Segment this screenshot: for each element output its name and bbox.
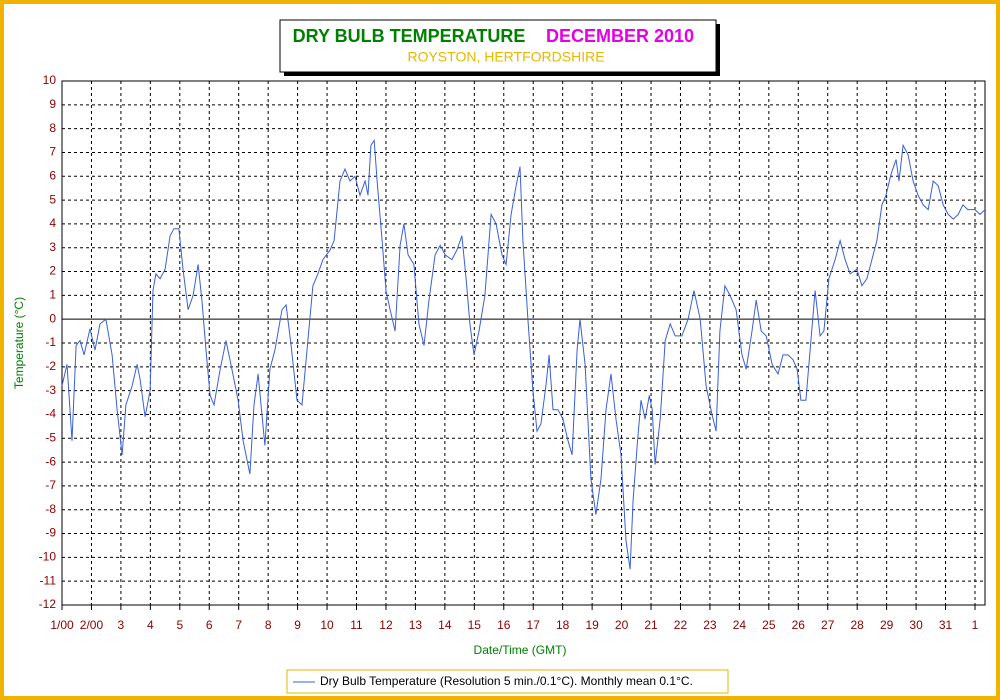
x-tick-label: 8 [265, 618, 272, 632]
legend-label: Dry Bulb Temperature (Resolution 5 min./… [320, 674, 693, 688]
y-tick-label: -3 [45, 383, 56, 397]
x-tick-label: 18 [556, 618, 570, 632]
x-tick-label: 6 [206, 618, 213, 632]
y-tick-label: 0 [49, 311, 56, 325]
x-tick-label: 31 [939, 618, 953, 632]
x-tick-label: 1/00 [50, 618, 74, 632]
x-tick-label: 24 [733, 618, 747, 632]
x-tick-label: 26 [792, 618, 806, 632]
y-tick-label: -4 [45, 407, 56, 421]
y-tick-label: 5 [49, 192, 56, 206]
y-tick-label: -8 [45, 502, 56, 516]
y-tick-label: 2 [49, 264, 56, 278]
x-tick-label: 19 [585, 618, 599, 632]
y-tick-label: -11 [40, 573, 57, 587]
y-tick-label: 3 [49, 240, 56, 254]
y-tick-label: 10 [43, 73, 57, 87]
chart-title-period: DECEMBER 2010 [546, 26, 694, 46]
y-tick-label: 9 [49, 97, 56, 111]
x-axis-label: Date/Time (GMT) [474, 643, 567, 657]
chart-subtitle: ROYSTON, HERTFORDSHIRE [407, 49, 604, 65]
x-tick-label: 3 [118, 618, 125, 632]
x-tick-label: 5 [176, 618, 183, 632]
title-box [279, 19, 717, 73]
y-tick-label: -7 [45, 478, 56, 492]
chart-title: DRY BULB TEMPERATURE [293, 26, 526, 46]
y-tick-label: 4 [49, 216, 56, 230]
y-axis-label: Temperature (°C) [12, 297, 26, 389]
x-tick-label: 7 [235, 618, 242, 632]
x-tick-label: 29 [880, 618, 894, 632]
temperature-line [61, 139, 986, 570]
y-tick-label: -5 [45, 430, 56, 444]
y-tick-label: -9 [45, 526, 56, 540]
x-tick-label: 2/00 [80, 618, 104, 632]
y-tick-label: -1 [45, 335, 56, 349]
y-tick-label: 7 [49, 145, 56, 159]
x-tick-label: 22 [674, 618, 688, 632]
x-tick-label: 25 [762, 618, 776, 632]
x-tick-label: 9 [294, 618, 301, 632]
y-tick-label: 1 [49, 288, 56, 302]
y-tick-label: -6 [45, 454, 56, 468]
y-tick-label: -2 [45, 359, 56, 373]
x-tick-label: 30 [909, 618, 923, 632]
x-tick-label: 16 [497, 618, 511, 632]
x-tick-label: 27 [821, 618, 835, 632]
x-tick-label: 15 [468, 618, 482, 632]
y-tick-label: 8 [49, 121, 56, 135]
y-tick-label: 6 [49, 168, 56, 182]
x-tick-label: 12 [379, 618, 393, 632]
y-tick-label: -12 [39, 597, 57, 611]
x-tick-label: 1 [972, 618, 979, 632]
x-tick-label: 28 [851, 618, 865, 632]
x-tick-label: 11 [350, 618, 363, 632]
plot-border [61, 80, 986, 606]
x-tick-label: 23 [703, 618, 717, 632]
x-tick-label: 20 [615, 618, 629, 632]
x-tick-label: 14 [438, 618, 452, 632]
x-tick-label: 17 [527, 618, 541, 632]
legend [286, 669, 729, 694]
y-tick-label: -10 [39, 550, 57, 564]
x-tick-label: 21 [644, 618, 658, 632]
x-tick-label: 13 [409, 618, 423, 632]
x-tick-label: 10 [320, 618, 334, 632]
x-tick-label: 4 [147, 618, 154, 632]
